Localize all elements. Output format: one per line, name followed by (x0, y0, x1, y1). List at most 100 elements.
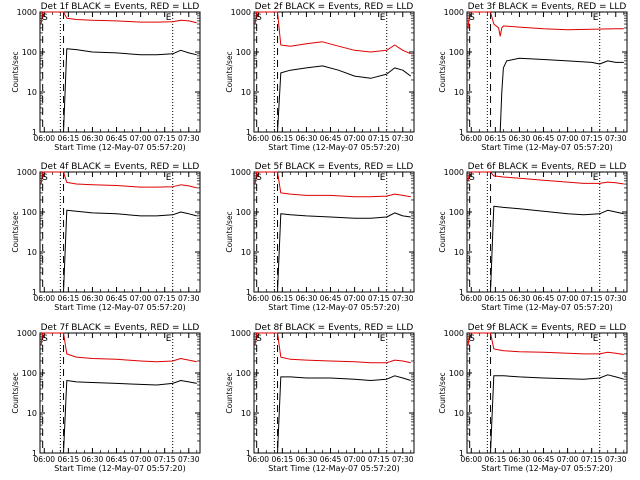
panel-title: Det 1f BLACK = Events, RED = LLD (41, 2, 200, 12)
y-tick-label: 1000 (17, 168, 37, 177)
start-marker-label: S (469, 173, 475, 183)
y-axis-label: Counts/sec (438, 372, 447, 413)
series-line-events (490, 205, 624, 293)
end-marker-label: E (166, 173, 172, 183)
series-line-events (277, 212, 411, 293)
end-marker-label: E (593, 334, 599, 344)
series-line-lld (467, 11, 624, 37)
panel-det-8: Det 8f BLACK = Events, RED = LLD 1 10 100 10… (225, 323, 415, 473)
x-tick-label: 06:00 (460, 294, 482, 303)
series-line-events (63, 209, 197, 293)
x-tick-label: 07:00 (344, 294, 366, 303)
x-tick-label: 07:00 (557, 455, 579, 464)
plot-frame (466, 11, 628, 133)
x-tick-label: 07:30 (178, 134, 200, 143)
x-tick-label: 06:15 (272, 455, 294, 464)
series-line-lld (40, 11, 197, 25)
x-tick-label: 06:30 (296, 455, 318, 464)
panel-det-2: Det 2f BLACK = Events, RED = LLD 1 10 100 10… (225, 2, 415, 152)
x-tick-label: 07:00 (130, 455, 152, 464)
x-tick-label: 06:15 (58, 134, 80, 143)
y-tick-label: 1 (32, 288, 37, 297)
y-tick-label: 1000 (444, 168, 464, 177)
start-marker-label: S (42, 334, 48, 344)
x-tick-label: 06:30 (82, 294, 104, 303)
panel-title: Det 2f BLACK = Events, RED = LLD (255, 2, 414, 12)
x-tick-label: 06:45 (320, 134, 342, 143)
panel-title: Det 6f BLACK = Events, RED = LLD (468, 162, 627, 172)
x-axis-label: Start Time (12-May-07 05:57:20) (54, 303, 185, 312)
x-tick-label: 06:15 (58, 294, 80, 303)
y-tick-label: 1 (246, 449, 251, 458)
x-tick-label: 07:00 (557, 294, 579, 303)
end-marker-label: E (380, 13, 386, 23)
y-tick-label: 1 (246, 128, 251, 137)
x-tick-label: 07:00 (557, 134, 579, 143)
panel-title: Det 4f BLACK = Events, RED = LLD (41, 162, 200, 172)
y-tick-label: 1000 (444, 329, 464, 338)
x-tick-label: 06:00 (460, 134, 482, 143)
x-tick-label: 06:30 (82, 455, 104, 464)
series-line-lld (467, 332, 624, 355)
x-tick-label: 06:45 (106, 455, 128, 464)
x-tick-label: 06:30 (296, 294, 318, 303)
x-tick-label: 07:15 (581, 294, 603, 303)
y-axis-label: Counts/sec (438, 211, 447, 252)
y-tick-label: 1000 (17, 329, 37, 338)
x-tick-label: 06:30 (509, 134, 531, 143)
series-line-lld (40, 332, 197, 363)
x-tick-label: 07:00 (130, 134, 152, 143)
panel-det-4: Det 4f BLACK = Events, RED = LLD 1 10 100 10… (11, 162, 201, 312)
y-tick-label: 100 (22, 369, 37, 378)
series-line-events (63, 380, 197, 454)
series-line-events (490, 57, 624, 133)
y-tick-label: 10 (454, 248, 464, 257)
y-tick-label: 1000 (17, 8, 37, 17)
panel-title: Det 7f BLACK = Events, RED = LLD (41, 323, 200, 333)
x-tick-label: 07:30 (605, 294, 627, 303)
series-line-lld (254, 332, 411, 364)
plot-frame (253, 11, 415, 133)
x-tick-label: 06:15 (58, 455, 80, 464)
y-axis-label: Counts/sec (225, 372, 234, 413)
x-tick-label: 07:15 (368, 294, 390, 303)
end-marker-label: E (166, 13, 172, 23)
y-tick-label: 1 (459, 128, 464, 137)
x-tick-label: 06:30 (509, 294, 531, 303)
end-marker-label: E (593, 13, 599, 23)
y-axis-label: Counts/sec (438, 51, 447, 92)
x-tick-label: 07:15 (154, 294, 176, 303)
y-tick-label: 10 (27, 88, 37, 97)
plot-frame (39, 171, 201, 293)
series-line-lld (467, 171, 624, 185)
series-line-events (490, 374, 624, 454)
y-tick-label: 10 (454, 409, 464, 418)
plot-frame (466, 332, 628, 454)
x-axis-label: Start Time (12-May-07 05:57:20) (481, 303, 612, 312)
start-marker-label: S (42, 173, 48, 183)
y-tick-label: 10 (241, 248, 251, 257)
y-tick-label: 100 (236, 369, 251, 378)
x-tick-label: 06:15 (272, 134, 294, 143)
start-marker-label: S (256, 13, 262, 23)
start-marker-label: S (469, 13, 475, 23)
y-axis-label: Counts/sec (11, 372, 20, 413)
y-tick-label: 1000 (231, 168, 251, 177)
x-axis-label: Start Time (12-May-07 05:57:20) (54, 143, 185, 152)
y-axis-label: Counts/sec (11, 51, 20, 92)
y-tick-label: 10 (241, 88, 251, 97)
x-tick-label: 06:45 (106, 134, 128, 143)
series-line-events (277, 375, 411, 454)
x-tick-label: 06:45 (533, 134, 555, 143)
x-tick-label: 06:45 (320, 294, 342, 303)
series-line-lld (40, 171, 197, 189)
x-tick-label: 06:15 (272, 294, 294, 303)
panel-title: Det 3f BLACK = Events, RED = LLD (468, 2, 627, 12)
x-tick-label: 07:30 (392, 294, 414, 303)
x-axis-label: Start Time (12-May-07 05:57:20) (481, 464, 612, 473)
x-tick-label: 06:45 (106, 294, 128, 303)
x-tick-label: 07:00 (130, 294, 152, 303)
panel-title: Det 5f BLACK = Events, RED = LLD (255, 162, 414, 172)
x-tick-label: 07:15 (368, 134, 390, 143)
